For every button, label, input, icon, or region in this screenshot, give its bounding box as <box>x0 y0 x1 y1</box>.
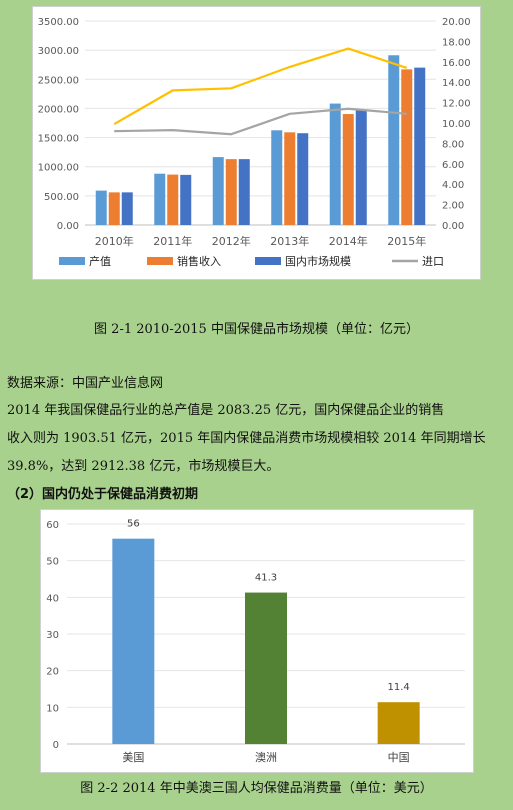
y-left-tick-label: 500.00 <box>44 192 79 203</box>
bar <box>108 192 120 225</box>
bar <box>401 69 413 226</box>
y-right-tick-label: 16.00 <box>442 58 471 69</box>
bar <box>377 702 420 744</box>
data-label: 11.4 <box>388 682 410 693</box>
section-heading: （2）国内仍处于保健品消费初期 <box>7 487 199 502</box>
bar <box>121 192 133 225</box>
y-left-tick-label: 1500.00 <box>38 134 79 145</box>
bar <box>167 174 179 225</box>
legend-swatch <box>255 257 281 265</box>
per-capita-consumption-chart: 0 10 20 30 40 50 60 56 美国 41.3 澳洲 11.4 中国 <box>40 509 474 773</box>
legend-label: 产值 <box>89 254 111 268</box>
y-left-tick-label: 3500.00 <box>38 17 79 28</box>
y-left-tick-label: 0.00 <box>57 221 79 232</box>
x-tick-label: 中国 <box>388 751 410 764</box>
legend-label: 进口 <box>422 255 444 268</box>
x-tick-label: 2011年 <box>153 234 192 248</box>
bar <box>225 159 237 225</box>
x-tick-label: 2015年 <box>387 234 426 248</box>
y-left-tick-label: 2000.00 <box>38 104 79 115</box>
legend-label: 销售收入 <box>177 254 221 268</box>
data-source-line: 数据来源：中国产业信息网 <box>7 376 164 391</box>
y-right-tick-label: 20.00 <box>442 17 471 28</box>
y-tick-label: 30 <box>46 630 59 641</box>
figure-2-1-caption: 图 2-1 2010-2015 中国保健品市场规模（单位：亿元） <box>94 322 419 337</box>
bar <box>95 190 107 225</box>
y-left-tick-label: 3000.00 <box>38 46 79 57</box>
figure-2-2-caption: 图 2-2 2014 年中美澳三国人均保健品消费量（单位：美元） <box>80 781 433 796</box>
bar <box>414 67 426 225</box>
y-right-tick-label: 2.00 <box>442 201 464 212</box>
series-line <box>113 47 408 125</box>
y-right-tick-label: 10.00 <box>442 119 471 130</box>
y-right-tick-label: 12.00 <box>442 99 471 110</box>
bar <box>329 103 341 225</box>
y-left-tick-label: 1000.00 <box>38 163 79 174</box>
y-right-tick-label: 6.00 <box>442 160 464 171</box>
bar <box>238 159 250 225</box>
y-right-tick-label: 8.00 <box>442 139 464 150</box>
bar <box>388 55 400 226</box>
x-tick-label: 2014年 <box>329 234 368 248</box>
x-tick-label: 2012年 <box>212 234 251 248</box>
y-right-tick-label: 18.00 <box>442 37 471 48</box>
paragraph-line-2: 收入则为 1903.51 亿元，2015 年国内保健品消费市场规模相较 2014… <box>7 431 486 446</box>
y-tick-label: 40 <box>46 593 59 604</box>
y-tick-label: 10 <box>46 703 59 714</box>
x-tick-label: 澳洲 <box>255 751 277 764</box>
market-size-chart: 0.00 500.00 1000.00 1500.00 2000.00 2500.00 30… <box>32 6 513 280</box>
data-label: 56 <box>127 519 140 530</box>
bar <box>112 538 155 744</box>
legend-swatch <box>59 257 85 265</box>
paragraph-line-3: 39.8%，达到 2912.38 亿元，市场规模巨大。 <box>7 459 280 474</box>
y-tick-label: 0 <box>53 740 59 751</box>
x-tick-label: 2013年 <box>270 234 309 248</box>
x-tick-label: 美国 <box>122 751 144 764</box>
paragraph-line-1: 2014 年我国保健品行业的总产值是 2083.25 亿元，国内保健品企业的销售 <box>7 403 445 418</box>
bar <box>212 157 224 225</box>
legend-label: 国内市场规模 <box>285 254 351 268</box>
y-tick-label: 60 <box>46 520 59 531</box>
y-tick-label: 20 <box>46 667 59 678</box>
bar <box>297 133 309 225</box>
y-left-tick-label: 2500.00 <box>38 75 79 86</box>
bar <box>271 130 283 225</box>
y-right-tick-label: 4.00 <box>442 180 464 191</box>
y-right-tick-label: 0.00 <box>442 221 464 232</box>
y-right-tick-label: 14.00 <box>442 78 471 89</box>
y-tick-label: 50 <box>46 557 59 568</box>
x-tick-label: 2010年 <box>95 234 134 248</box>
bar <box>245 592 287 744</box>
bar <box>355 109 367 225</box>
bar <box>154 173 166 225</box>
market-size-chart-svg: 0.00 500.00 1000.00 1500.00 2000.00 2500.00 30… <box>38 17 513 268</box>
legend-swatch <box>147 257 173 265</box>
data-label: 41.3 <box>255 573 277 584</box>
bar <box>342 114 354 225</box>
bar <box>284 132 296 225</box>
per-capita-consumption-chart-svg: 0 10 20 30 40 50 60 56 美国 41.3 澳洲 11.4 中国 <box>46 519 465 764</box>
bar <box>180 174 192 225</box>
series-line <box>114 107 407 136</box>
